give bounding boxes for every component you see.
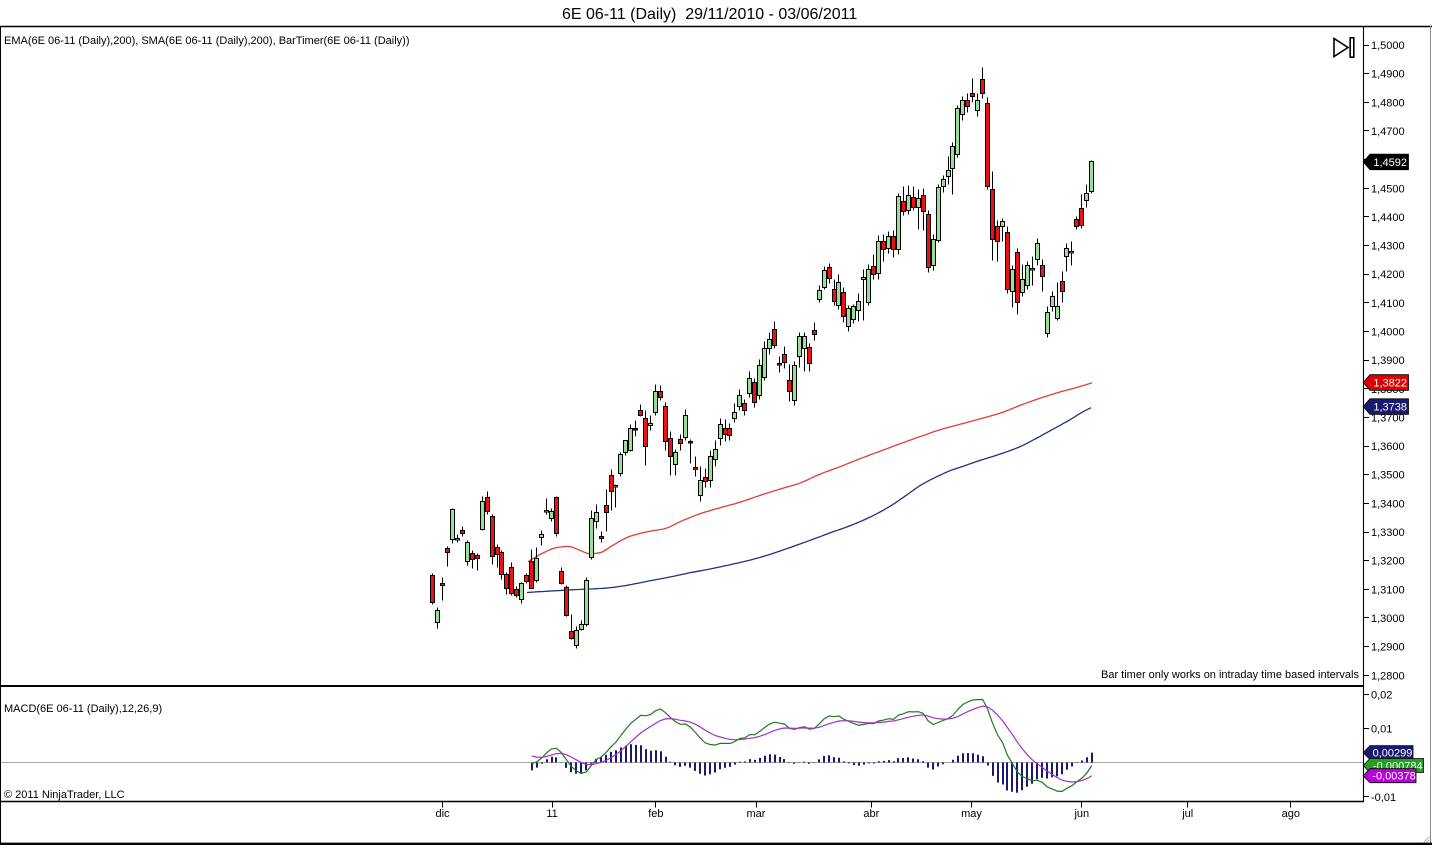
svg-text:1,4592: 1,4592 (1373, 157, 1407, 169)
svg-text:1,3900: 1,3900 (1371, 355, 1405, 367)
svg-text:1,4200: 1,4200 (1371, 269, 1405, 281)
svg-text:1,4300: 1,4300 (1371, 241, 1405, 253)
svg-text:1,3500: 1,3500 (1371, 470, 1405, 482)
svg-text:jul: jul (1181, 808, 1193, 820)
svg-text:1,2900: 1,2900 (1371, 642, 1405, 654)
svg-text:may: may (961, 808, 982, 820)
svg-text:1,3738: 1,3738 (1373, 402, 1407, 414)
svg-text:mar: mar (747, 808, 766, 820)
svg-text:feb: feb (648, 808, 663, 820)
svg-text:1,3600: 1,3600 (1371, 441, 1405, 453)
svg-text:1,4900: 1,4900 (1371, 69, 1405, 81)
svg-text:1,3200: 1,3200 (1371, 556, 1405, 568)
svg-text:jun: jun (1073, 808, 1089, 820)
svg-text:1,2800: 1,2800 (1371, 670, 1405, 682)
svg-text:1,3400: 1,3400 (1371, 498, 1405, 510)
svg-text:1,4000: 1,4000 (1371, 327, 1405, 339)
svg-text:1,3700: 1,3700 (1371, 412, 1405, 424)
svg-text:1,3822: 1,3822 (1373, 377, 1407, 389)
svg-text:11: 11 (546, 808, 557, 820)
svg-text:1,3300: 1,3300 (1371, 527, 1405, 539)
svg-text:1,3000: 1,3000 (1371, 613, 1405, 625)
svg-text:1,4500: 1,4500 (1371, 183, 1405, 195)
svg-text:0,00299: 0,00299 (1373, 748, 1413, 760)
svg-text:© 2011 NinjaTrader, LLC: © 2011 NinjaTrader, LLC (4, 789, 125, 801)
svg-text:Bar timer only works on intrad: Bar timer only works on intraday time ba… (1101, 669, 1359, 681)
svg-text:1,4800: 1,4800 (1371, 97, 1405, 109)
svg-text:MACD(6E 06-11 (Daily),12,26,9): MACD(6E 06-11 (Daily),12,26,9) (4, 703, 162, 715)
svg-text:1,5000: 1,5000 (1371, 40, 1405, 52)
svg-text:1,4700: 1,4700 (1371, 126, 1405, 138)
svg-text:0,01: 0,01 (1371, 724, 1392, 736)
svg-text:-0,01: -0,01 (1371, 792, 1396, 804)
svg-text:dic: dic (435, 808, 450, 820)
svg-text:1,4100: 1,4100 (1371, 298, 1405, 310)
svg-text:1,3100: 1,3100 (1371, 584, 1405, 596)
svg-text:-0,00378: -0,00378 (1372, 771, 1415, 783)
svg-text:1,4400: 1,4400 (1371, 212, 1405, 224)
svg-text:EMA(6E 06-11 (Daily),200), SMA: EMA(6E 06-11 (Daily),200), SMA(6E 06-11 … (4, 35, 410, 47)
svg-text:6E 06-11 (Daily) 29/11/2010 -: 6E 06-11 (Daily) 29/11/2010 - 03/06/2011 (562, 6, 857, 23)
svg-text:ago: ago (1282, 808, 1300, 820)
svg-text:abr: abr (863, 808, 879, 820)
svg-text:0,02: 0,02 (1371, 690, 1392, 702)
